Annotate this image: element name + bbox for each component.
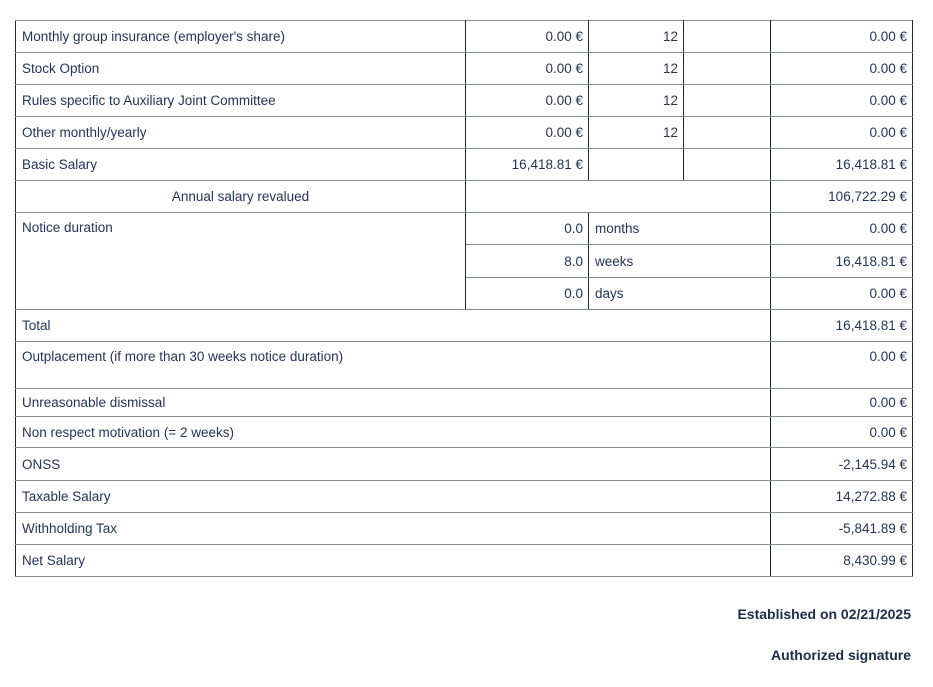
stock-option-multiplier: 12	[588, 52, 684, 85]
annual-salary-revalued-label: Annual salary revalued	[15, 180, 466, 213]
monthly-group-insurance-empty-cell	[683, 20, 771, 53]
stock-option-empty-cell	[683, 52, 771, 85]
withholding-tax-label: Withholding Tax	[15, 512, 771, 545]
notice-duration-months-label: Notice duration	[15, 212, 466, 310]
net-salary-amount: 8,430.99 €	[770, 544, 913, 577]
notice-duration-days-days-unit: days	[588, 277, 771, 310]
total-amount: 16,418.81 €	[770, 309, 913, 342]
auxiliary-joint-committee-label: Rules specific to Auxiliary Joint Commit…	[15, 84, 466, 117]
auxiliary-joint-committee-empty-cell	[683, 84, 771, 117]
onss-amount: -2,145.94 €	[770, 447, 913, 481]
notice-duration-months-months-unit: months	[588, 212, 771, 245]
auxiliary-joint-committee-monthly-amount: 0.00 €	[465, 84, 589, 117]
outplacement-label: Outplacement (if more than 30 weeks noti…	[15, 341, 771, 389]
table-row-notice-duration-weeks: 8.0 weeks 16,418.81 €	[16, 244, 913, 278]
onss-label: ONSS	[15, 447, 771, 481]
monthly-group-insurance-label: Monthly group insurance (employer's shar…	[15, 20, 466, 53]
stock-option-label: Stock Option	[15, 52, 466, 85]
table-body: Monthly group insurance (employer's shar…	[15, 20, 913, 577]
non-respect-motivation-label: Non respect motivation (= 2 weeks)	[15, 416, 771, 448]
salary-calculation-table: Monthly group insurance (employer's shar…	[15, 20, 913, 577]
other-monthly-yearly-empty-cell	[683, 116, 771, 149]
basic-salary-empty-cell	[683, 148, 771, 181]
authorized-signature-label: Authorized signature	[770, 647, 911, 663]
table-row-onss: ONSS -2,145.94 €	[15, 447, 913, 481]
total-label: Total	[15, 309, 771, 342]
other-monthly-yearly-multiplier: 12	[588, 116, 684, 149]
other-monthly-yearly-label: Other monthly/yearly	[15, 116, 466, 149]
unreasonable-dismissal-label: Unreasonable dismissal	[15, 388, 771, 417]
basic-salary-annual-amount: 16,418.81 €	[770, 148, 913, 181]
notice-duration-days-days-amount: 0.00 €	[770, 277, 913, 310]
withholding-tax-amount: -5,841.89 €	[770, 512, 913, 545]
annual-salary-revalued-empty-cell	[465, 180, 771, 213]
annual-salary-revalued-annual-amount: 106,722.29 €	[770, 180, 913, 213]
table-row-monthly-group-insurance: Monthly group insurance (employer's shar…	[15, 20, 913, 53]
table-row-basic-salary: Basic Salary 16,418.81 €16,418.81 €	[15, 148, 913, 181]
stock-option-annual-amount: 0.00 €	[770, 52, 913, 85]
table-row-notice-duration-days: 0.0 days 0.00 €	[16, 277, 913, 310]
monthly-group-insurance-monthly-amount: 0.00 €	[465, 20, 589, 53]
unreasonable-dismissal-amount: 0.00 €	[770, 388, 913, 417]
auxiliary-joint-committee-multiplier: 12	[588, 84, 684, 117]
table-row-annual-salary-revalued: Annual salary revalued 106,722.29 €	[15, 180, 913, 213]
basic-salary-empty-cell	[588, 148, 684, 181]
notice-duration-months-months-amount: 0.00 €	[770, 212, 913, 245]
taxable-salary-label: Taxable Salary	[15, 480, 771, 513]
table-row-auxiliary-joint-committee: Rules specific to Auxiliary Joint Commit…	[15, 84, 913, 117]
net-salary-label: Net Salary	[15, 544, 771, 577]
notice-duration-months-months-value: 0.0	[465, 212, 589, 245]
outplacement-amount: 0.00 €	[770, 341, 913, 389]
table-row-net-salary: Net Salary 8,430.99 €	[15, 544, 913, 577]
notice-duration-weeks-weeks-amount: 16,418.81 €	[770, 244, 913, 278]
notice-duration-weeks-weeks-value: 8.0	[465, 244, 589, 278]
table-row-other-monthly-yearly: Other monthly/yearly 0.00 €12 0.00 €	[15, 116, 913, 149]
auxiliary-joint-committee-annual-amount: 0.00 €	[770, 84, 913, 117]
taxable-salary-amount: 14,272.88 €	[770, 480, 913, 513]
basic-salary-label: Basic Salary	[15, 148, 466, 181]
notice-duration-weeks-weeks-unit: weeks	[588, 244, 771, 278]
table-row-non-respect-motivation: Non respect motivation (= 2 weeks) 0.00 €	[15, 416, 913, 448]
table-row-notice-duration-months: Notice duration 0.0 months 0.00 €	[15, 212, 913, 310]
other-monthly-yearly-monthly-amount: 0.00 €	[465, 116, 589, 149]
table-row-withholding-tax: Withholding Tax -5,841.89 €	[15, 512, 913, 545]
established-date-note: Established on 02/21/2025	[737, 606, 911, 622]
monthly-group-insurance-multiplier: 12	[588, 20, 684, 53]
table-row-stock-option: Stock Option 0.00 €12 0.00 €	[15, 52, 913, 85]
notice-duration-days-days-value: 0.0	[465, 277, 589, 310]
other-monthly-yearly-annual-amount: 0.00 €	[770, 116, 913, 149]
table-row-outplacement: Outplacement (if more than 30 weeks noti…	[15, 341, 913, 389]
table-row-unreasonable-dismissal: Unreasonable dismissal 0.00 €	[15, 388, 913, 417]
table-row-total: Total 16,418.81 €	[15, 309, 913, 342]
table-row-taxable-salary: Taxable Salary 14,272.88 €	[15, 480, 913, 513]
monthly-group-insurance-annual-amount: 0.00 €	[770, 20, 913, 53]
basic-salary-monthly-amount: 16,418.81 €	[465, 148, 589, 181]
stock-option-monthly-amount: 0.00 €	[465, 52, 589, 85]
non-respect-motivation-amount: 0.00 €	[770, 416, 913, 448]
